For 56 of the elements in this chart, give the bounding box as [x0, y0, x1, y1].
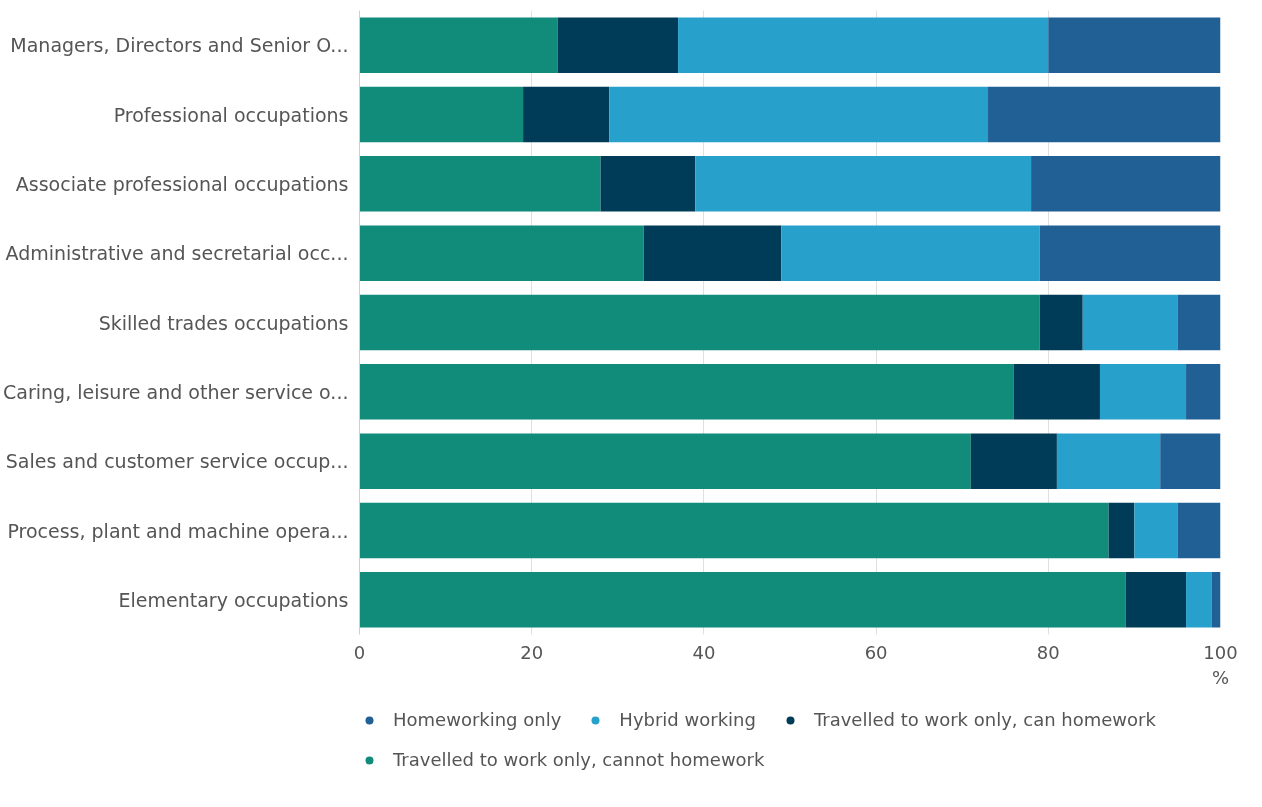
- legend-label: Travelled to work only, can homework: [813, 709, 1156, 730]
- bar: [1099, 364, 1187, 420]
- bar: [557, 17, 679, 73]
- y-tick-label: Professional occupations: [113, 103, 349, 126]
- x-tick-label: 0: [353, 641, 366, 663]
- y-tick-label: Caring, leisure and other service o...: [3, 380, 349, 403]
- x-tick-label: 60: [864, 641, 888, 663]
- bar: [359, 225, 644, 281]
- legend-label: Hybrid working: [619, 709, 756, 730]
- bar: [1039, 294, 1083, 351]
- bar: [609, 86, 989, 143]
- bar: [600, 156, 696, 212]
- bar: [1082, 294, 1178, 351]
- x-tick-label: 40: [692, 641, 716, 663]
- bar: [359, 433, 971, 489]
- bar: [988, 86, 1221, 143]
- bar: [1177, 294, 1221, 351]
- x-tick-label: 100: [1203, 641, 1238, 663]
- bar: [1125, 572, 1187, 628]
- bar: [678, 17, 1049, 73]
- x-axis-title: %: [1211, 666, 1230, 688]
- bar: [1177, 502, 1221, 559]
- bar: [1048, 17, 1221, 73]
- bar: [695, 156, 1032, 212]
- bar: [1160, 433, 1221, 489]
- bar: [359, 156, 601, 212]
- bar: [1013, 364, 1100, 420]
- y-tick-label: Skilled trades occupations: [98, 311, 349, 334]
- bar: [359, 294, 1040, 351]
- y-tick-label: Sales and customer service occup...: [5, 450, 349, 473]
- bar: [781, 225, 1040, 281]
- bar: [359, 572, 1126, 628]
- bar: [359, 364, 1014, 420]
- legend-label: Travelled to work only, cannot homework: [393, 749, 765, 770]
- bar: [523, 86, 610, 143]
- bar: [970, 433, 1057, 489]
- bar: [1186, 572, 1212, 628]
- x-tick-label: 80: [1036, 641, 1060, 663]
- bar: [1039, 225, 1221, 281]
- bar: [359, 502, 1109, 559]
- bar: [1056, 433, 1161, 489]
- bar: [359, 86, 524, 143]
- bar: [643, 225, 782, 281]
- legend-label: Homeworking only: [393, 709, 562, 730]
- y-tick-label: Elementary occupations: [118, 588, 349, 611]
- bar: [1134, 502, 1178, 559]
- bar: [1186, 364, 1221, 420]
- y-tick-label: Process, plant and machine opera...: [7, 519, 349, 542]
- y-tick-label: Managers, Directors and Senior O...: [10, 34, 349, 57]
- y-tick-label: Associate professional occupations: [15, 172, 349, 195]
- y-tick-label: Administrative and secretarial occ...: [5, 242, 349, 265]
- bar: [1031, 156, 1221, 212]
- x-tick-label: 20: [520, 641, 544, 663]
- bar: [1211, 572, 1221, 628]
- bar: [1108, 502, 1135, 559]
- bar: [359, 17, 558, 73]
